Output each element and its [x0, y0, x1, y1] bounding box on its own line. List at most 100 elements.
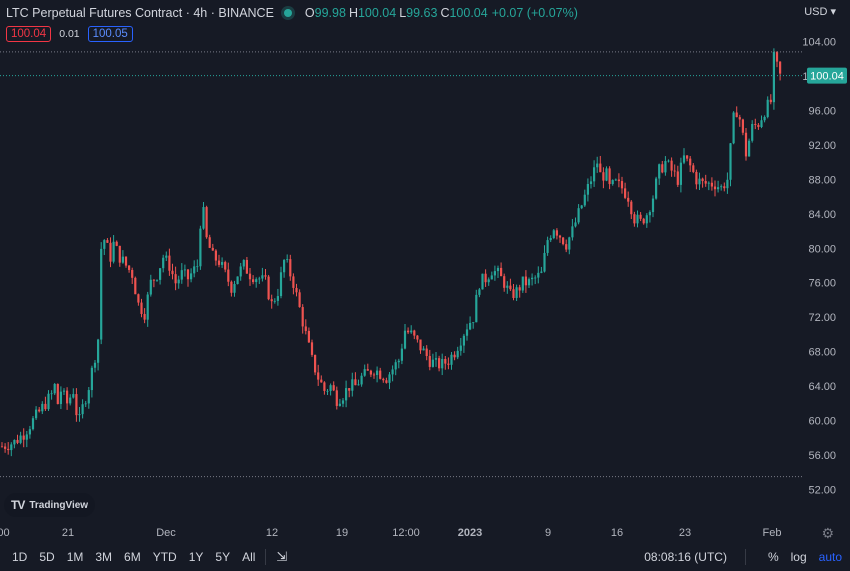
candle-body: [382, 378, 385, 381]
candle-body: [462, 335, 465, 346]
candle-body: [639, 214, 642, 219]
candle-body: [10, 444, 13, 451]
candle-body: [735, 112, 738, 118]
timeframe-3m[interactable]: 3M: [95, 549, 113, 564]
candle-body: [670, 160, 673, 171]
candle-body: [568, 237, 571, 250]
candle-body: [673, 170, 676, 172]
candle-body: [509, 285, 512, 290]
timeframe-1m[interactable]: 1M: [66, 549, 84, 564]
log-scale-toggle[interactable]: log: [790, 549, 807, 564]
market-status-icon: [283, 9, 292, 17]
low-label: L: [399, 6, 407, 20]
candle-body: [710, 182, 713, 187]
candle-body: [273, 300, 276, 302]
candle-body: [304, 326, 307, 331]
candle-body: [555, 230, 558, 236]
candle-body: [62, 390, 66, 392]
candle-body: [589, 181, 593, 184]
candle-body: [190, 273, 193, 280]
candle-body: [481, 273, 484, 290]
candle-body: [0, 446, 4, 448]
scale-controls: 08:08:16 (UTC) % log auto: [644, 542, 842, 571]
candle-body: [627, 197, 630, 202]
candle-body: [586, 183, 589, 195]
candle-body: [450, 354, 453, 365]
candle-body: [301, 307, 304, 327]
candle-body: [208, 237, 211, 248]
buy-price-button[interactable]: 100.05: [87, 26, 133, 42]
chart-legend: LTC Perpetual Futures Contract · 4h · BI…: [6, 6, 578, 20]
candle-body: [549, 238, 552, 241]
price-tick-label: 64.00: [808, 381, 836, 393]
tradingview-logo-text: TradingView: [29, 499, 89, 511]
candle-body: [779, 61, 782, 74]
candle-body: [242, 259, 245, 267]
price-level-lines: [0, 51, 804, 478]
candle-body: [757, 124, 760, 128]
utc-clock[interactable]: 08:08:16 (UTC): [644, 549, 727, 564]
timeframe-5y[interactable]: 5Y: [215, 549, 231, 564]
candle-body: [97, 339, 100, 363]
timeframe-ytd[interactable]: YTD: [152, 549, 177, 564]
sell-price-button[interactable]: 100.04: [6, 26, 52, 42]
timeframe-6m[interactable]: 6M: [124, 549, 141, 564]
price-tick-label: 56.00: [808, 450, 836, 462]
time-tick-label: 19: [336, 527, 348, 539]
candle-body: [543, 252, 546, 272]
price-tick-label: 52.00: [808, 485, 836, 497]
auto-scale-toggle[interactable]: auto: [818, 549, 842, 564]
timeframe-all[interactable]: All: [242, 549, 256, 564]
candle-body: [506, 285, 509, 288]
candle-body: [490, 275, 493, 280]
candle-body: [593, 167, 596, 182]
date-range-icon[interactable]: ⇲: [276, 548, 288, 564]
candle-body: [484, 273, 487, 283]
candle-body: [379, 370, 382, 379]
candle-body: [664, 161, 667, 173]
candle-body: [53, 384, 56, 394]
candle-body: [571, 226, 574, 238]
candle-body: [245, 259, 248, 274]
candle-body: [177, 279, 180, 284]
candle-body: [682, 155, 686, 163]
candle-body: [16, 439, 19, 443]
candle-body: [754, 123, 757, 125]
currency-selector[interactable]: USD ▾: [804, 5, 836, 18]
candle-body: [323, 382, 326, 391]
candle-body: [766, 99, 769, 117]
timeframe-1d[interactable]: 1D: [12, 549, 28, 564]
timeframe-1y[interactable]: 1Y: [188, 549, 204, 564]
candle-body: [69, 397, 72, 404]
symbol-title[interactable]: LTC Perpetual Futures Contract · 4h · BI…: [6, 6, 274, 20]
candle-body: [431, 359, 434, 367]
candle-body: [428, 356, 431, 367]
candle-body: [155, 279, 159, 281]
candle-body: [335, 390, 338, 406]
candle-body: [214, 250, 217, 261]
price-tick-label: 76.00: [808, 278, 836, 290]
time-tick-label: 16: [611, 527, 623, 539]
chart-canvas[interactable]: 52.00 56.00 60.00 64.00 68.00 72.00 76.00 80.00…: [0, 0, 850, 542]
candle-body: [403, 330, 407, 349]
candle-body: [84, 403, 87, 405]
bottom-toolbar: 1D 5D 1M 3M 6M YTD 1Y 5Y All ⇲ 08:08:16 …: [0, 542, 850, 571]
price-tick-label: 104.00: [802, 37, 836, 49]
candle-body: [7, 448, 10, 451]
candle-body: [558, 235, 562, 238]
candle-body: [146, 294, 149, 320]
candle-body: [748, 140, 751, 157]
time-tick-label: 23: [679, 527, 691, 539]
candle-body: [236, 276, 239, 285]
candle-body: [279, 272, 283, 297]
timeframe-5d[interactable]: 5D: [39, 549, 55, 564]
gear-icon[interactable]: ⚙: [821, 525, 834, 541]
time-tick-label: 21: [62, 527, 74, 539]
candle-body: [4, 446, 7, 449]
candle-body: [512, 289, 515, 298]
change-value: +0.07 (+0.07%): [491, 6, 578, 20]
tradingview-logo[interactable]: TV TradingView: [4, 493, 96, 517]
high-value: 100.04: [357, 6, 397, 20]
percent-scale-toggle[interactable]: %: [767, 549, 779, 564]
candle-body: [400, 348, 403, 361]
